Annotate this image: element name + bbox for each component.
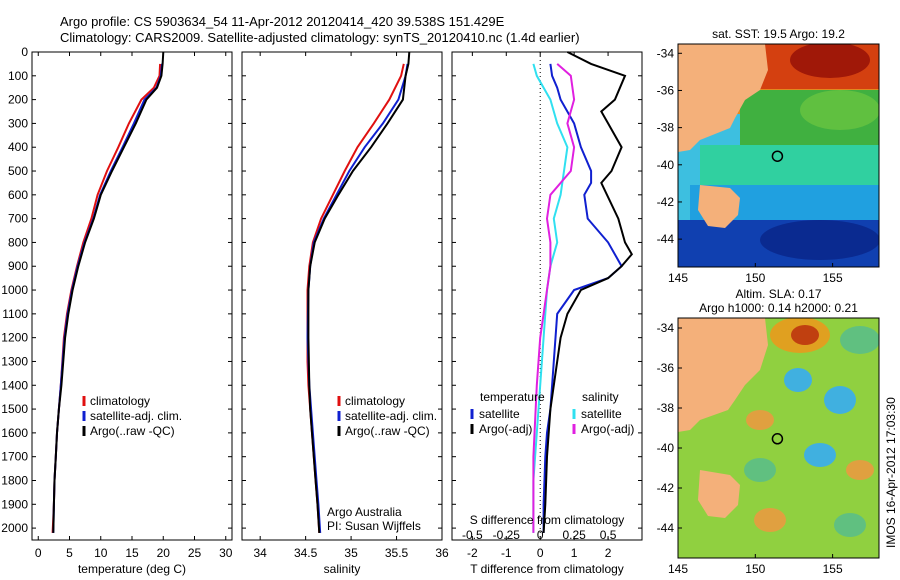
differences-s-tick-label: -0.5 <box>462 528 483 542</box>
sla_map-ytick-label: -40 <box>657 441 675 455</box>
chart-title-line2: Climatology: CARS2009. Satellite-adjuste… <box>60 30 580 45</box>
ytick-label: 600 <box>8 188 28 202</box>
salinity-legend-label: Argo(..raw -QC) <box>345 424 430 438</box>
sst_map-ytick-label: -40 <box>657 158 675 172</box>
ytick-label: 1400 <box>1 378 28 392</box>
salinity-xtick-label: 34.5 <box>294 546 318 560</box>
sla_map-ytick-label: -42 <box>657 481 675 495</box>
sla_map-xtick-label: 155 <box>823 562 843 576</box>
differences-s-tick-label: 0.25 <box>562 528 586 542</box>
differences-series-2 <box>532 63 569 533</box>
ytick-label: 1900 <box>1 497 28 511</box>
ytick-label: 700 <box>8 212 28 226</box>
sst_map-xtick-label: 145 <box>668 271 688 285</box>
salinity-xtick-label: 35.5 <box>385 546 409 560</box>
ytick-label: 1500 <box>1 402 28 416</box>
sst_map-ytick-label: -38 <box>657 121 675 135</box>
differences-legend-s-title: salinity <box>582 390 619 404</box>
ytick-label: 200 <box>8 93 28 107</box>
salinity-annotation: Argo Australia <box>327 505 402 519</box>
sla-map-image <box>678 318 879 558</box>
differences-series-0 <box>542 63 623 533</box>
ytick-label: 1800 <box>1 473 28 487</box>
differences-legend-label: Argo(-adj) <box>581 422 634 436</box>
sla_map-ytick-label: -36 <box>657 361 675 375</box>
temperature-legend-label: Argo(..raw -QC) <box>90 424 175 438</box>
ytick-label: 1600 <box>1 426 28 440</box>
sst_map-ytick-label: -36 <box>657 83 675 97</box>
ytick-label: 0 <box>21 45 28 59</box>
sst_map-ytick-label: -42 <box>657 195 675 209</box>
differences-xlabel-top: S difference from climatology <box>470 513 625 527</box>
sla_map-xtick-label: 150 <box>745 562 765 576</box>
sla_map-xtick-label: 145 <box>668 562 688 576</box>
ytick-label: 300 <box>8 116 28 130</box>
temperature-xtick-label: 0 <box>35 546 42 560</box>
sst_map-ytick-label: -34 <box>657 46 675 60</box>
sst_map-ytick-label: -44 <box>657 232 675 246</box>
temperature-legend-label: satellite-adj. clim. <box>90 409 182 423</box>
sla_map-ytick-label: -34 <box>657 321 675 335</box>
differences-xlabel: T difference from climatology <box>470 562 624 576</box>
temperature-xtick-label: 5 <box>66 546 73 560</box>
differences-s-tick-label: 0 <box>537 528 544 542</box>
sla_map-frame <box>677 317 880 559</box>
sst_map-title: sat. SST: 19.5 Argo: 19.2 <box>712 27 845 41</box>
sst_map-frame <box>677 43 880 268</box>
temperature-xtick-label: 20 <box>157 546 171 560</box>
salinity-xtick-label: 36 <box>435 546 449 560</box>
sst-map-image <box>678 44 879 267</box>
sla_map-ytick-label: -38 <box>657 401 675 415</box>
ytick-label: 900 <box>8 259 28 273</box>
salinity-legend-label: satellite-adj. clim. <box>345 409 437 423</box>
ytick-label: 400 <box>8 140 28 154</box>
salinity-legend-label: climatology <box>345 394 405 408</box>
sla_map-title: Altim. SLA: 0.17 <box>735 287 821 301</box>
differences-series-1 <box>542 51 634 533</box>
differences-xtick-label: 1 <box>571 546 578 560</box>
differences-xtick-label: -2 <box>467 546 478 560</box>
temperature-xtick-label: 10 <box>94 546 108 560</box>
differences-legend-t-title: temperature <box>480 390 545 404</box>
temperature-series-2 <box>52 51 165 533</box>
sla_map-title: Argo h1000: 0.14 h2000: 0.21 <box>699 301 858 315</box>
salinity-xlabel: salinity <box>324 562 361 576</box>
temperature-axes-frame <box>31 51 233 541</box>
differences-s-tick-label: 0.5 <box>600 528 617 542</box>
differences-xtick-label: 0 <box>537 546 544 560</box>
ytick-label: 800 <box>8 235 28 249</box>
salinity-series-2 <box>307 51 411 533</box>
temperature-xtick-label: 30 <box>219 546 233 560</box>
ytick-label: 1000 <box>1 283 28 297</box>
differences-legend-label: satellite <box>581 407 622 421</box>
salinity-xtick-label: 34 <box>254 546 268 560</box>
salinity-xtick-label: 35 <box>344 546 358 560</box>
ytick-label: 1200 <box>1 331 28 345</box>
ytick-label: 100 <box>8 69 28 83</box>
temperature-xlabel: temperature (deg C) <box>78 562 186 576</box>
sst_map-xtick-label: 155 <box>823 271 843 285</box>
ytick-label: 1100 <box>2 307 28 321</box>
chart-title-line1: Argo profile: CS 5903634_54 11-Apr-2012 … <box>60 14 505 29</box>
differences-xtick-label: 2 <box>605 546 612 560</box>
differences-series-3 <box>532 63 576 533</box>
temperature-xtick-label: 15 <box>125 546 139 560</box>
sla_map-argo-marker <box>771 433 784 445</box>
sst_map-argo-marker <box>771 150 784 162</box>
temperature-xtick-label: 25 <box>188 546 202 560</box>
sla_map-ytick-label: -44 <box>657 521 675 535</box>
ytick-label: 500 <box>8 164 28 178</box>
salinity-annotation: PI: Susan Wijffels <box>327 519 421 533</box>
sst_map-xtick-label: 150 <box>745 271 765 285</box>
salinity-axes-frame <box>241 51 443 541</box>
differences-s-tick-label: -0.25 <box>493 528 521 542</box>
differences-legend-label: Argo(-adj) <box>479 422 532 436</box>
differences-legend-label: satellite <box>479 407 520 421</box>
ytick-label: 1300 <box>1 354 28 368</box>
differences-xtick-label: -1 <box>501 546 512 560</box>
ytick-label: 2000 <box>1 521 28 535</box>
ytick-label: 1700 <box>1 450 28 464</box>
temperature-legend-label: climatology <box>90 394 150 408</box>
